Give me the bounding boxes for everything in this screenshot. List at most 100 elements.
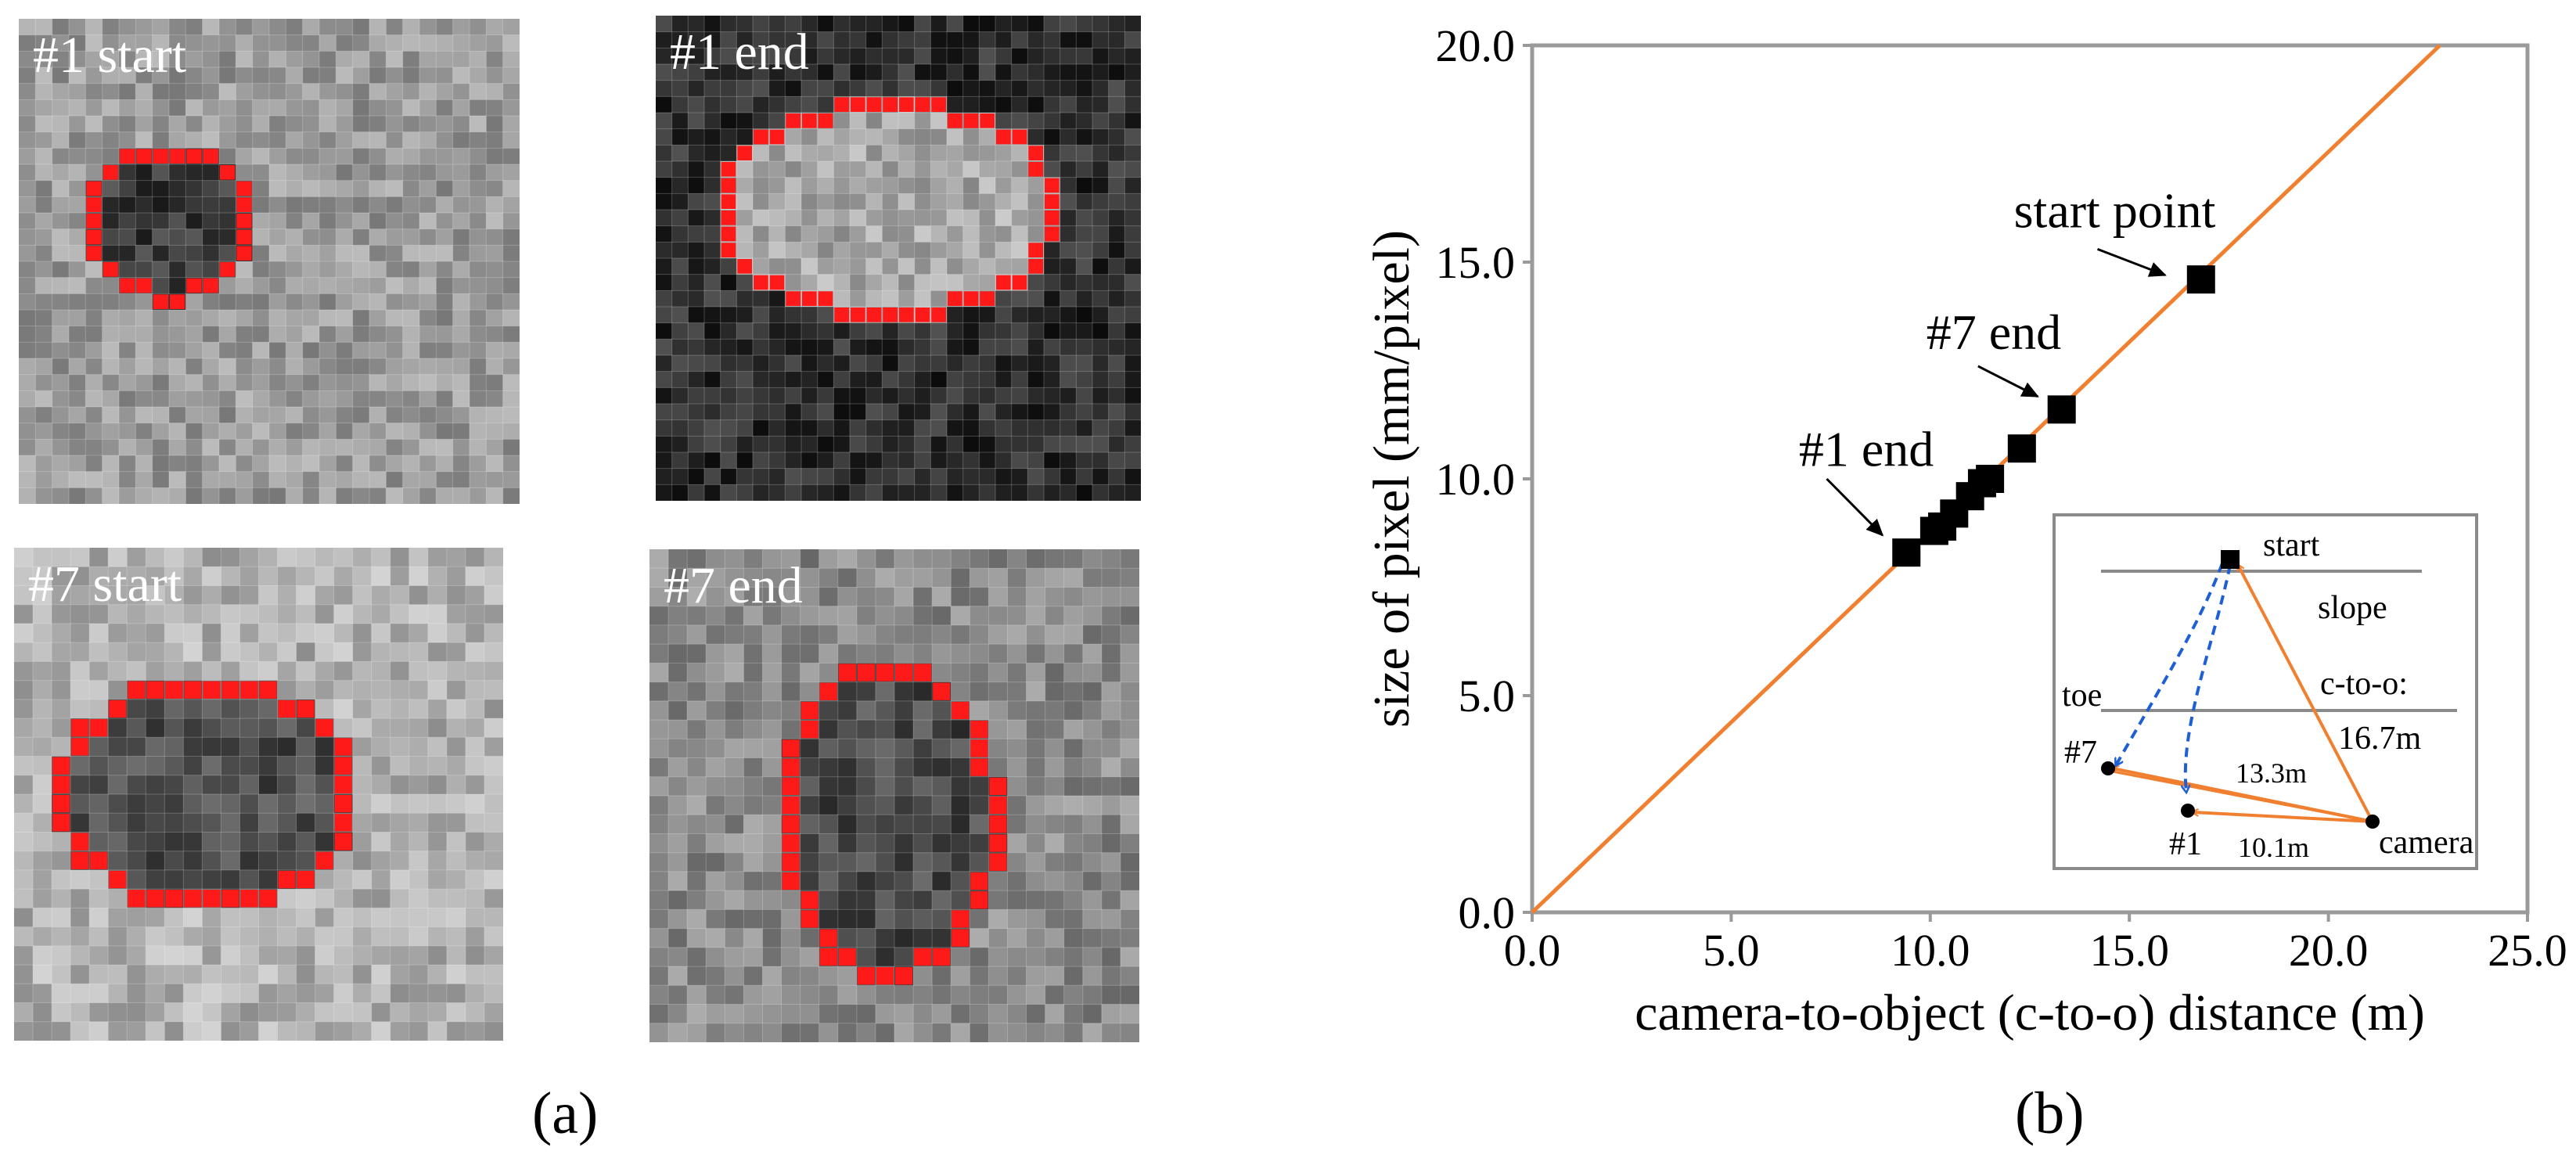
pixel [183,926,203,947]
pixel [817,258,834,275]
pixel [1063,833,1084,854]
pixel [1076,96,1093,113]
pixel [898,31,916,49]
boundary-pixel [876,664,894,682]
pixel [882,355,899,372]
pixel [352,358,370,376]
boundary-pixel [52,795,70,813]
pixel [164,642,184,662]
pixel [850,419,867,437]
pixel [785,419,802,437]
pixel [219,213,236,230]
pixel [1044,128,1061,146]
pixel [743,757,764,778]
pixel [336,374,354,391]
pixel [127,965,146,984]
pixel [1076,145,1093,162]
pixel [914,371,931,388]
pixel [352,245,370,262]
pixel [202,661,222,682]
pixel [1026,928,1046,948]
pixel [446,567,466,587]
pixel [856,682,876,702]
pixel [52,310,70,327]
pixel [736,242,754,259]
pixel [801,242,818,259]
pixel [70,567,90,587]
pixel [762,682,783,702]
pixel [725,1023,744,1042]
pixel [52,851,71,871]
pixel [1007,700,1027,721]
pixel [1076,404,1093,421]
pixel [1124,96,1141,113]
pixel [319,34,336,52]
pixel [801,145,818,162]
pixel [369,51,387,68]
pixel [369,471,387,488]
pixel [427,548,448,567]
pixel [70,965,90,984]
pixel [102,116,120,133]
pixel [1120,739,1139,759]
pixel [185,390,203,408]
pixel [913,985,933,1005]
pixel [333,945,354,966]
pixel [14,585,34,606]
pixel [219,471,236,488]
pixel [408,869,429,890]
pixel [882,419,899,437]
pixel [452,131,470,149]
pixel [152,213,170,230]
pixel [14,623,34,643]
pixel [865,339,883,356]
pixel [371,661,391,682]
pixel [484,585,503,606]
pixel [706,815,725,835]
pixel [1026,909,1046,930]
pixel [688,177,705,194]
boundary-pixel [721,243,736,257]
pixel [465,926,485,947]
pixel [671,48,689,65]
pixel [833,80,851,97]
pixel [1124,404,1141,421]
pixel [833,242,851,259]
pixel [185,213,203,230]
pixel [333,661,354,682]
pixel [119,310,136,327]
pixel [1082,796,1103,815]
pixel [386,164,404,182]
pixel [369,213,387,230]
pixel [52,567,71,587]
pixel [753,80,770,97]
pixel [277,642,297,662]
pixel [951,549,970,569]
pixel [33,699,52,719]
pixel [930,225,948,243]
pixel [386,99,404,117]
pixel [1044,16,1061,33]
pixel [202,548,222,567]
pixel [1120,700,1139,721]
pixel [484,548,503,567]
pixel [688,404,705,421]
pixel [656,161,673,178]
pixel [1124,193,1141,210]
pixel [183,1002,203,1023]
pixel [465,851,485,871]
pixel [470,310,487,327]
pixel [286,213,304,230]
pixel [152,228,170,246]
pixel [801,16,818,33]
pixel [979,64,996,81]
pixel [119,293,136,311]
pixel [70,604,90,624]
pixel [336,196,354,214]
pixel [785,96,802,113]
pixel [725,1004,744,1024]
pixel [127,718,146,738]
pixel [85,455,103,473]
pixel [402,245,420,262]
pixel [898,436,916,453]
